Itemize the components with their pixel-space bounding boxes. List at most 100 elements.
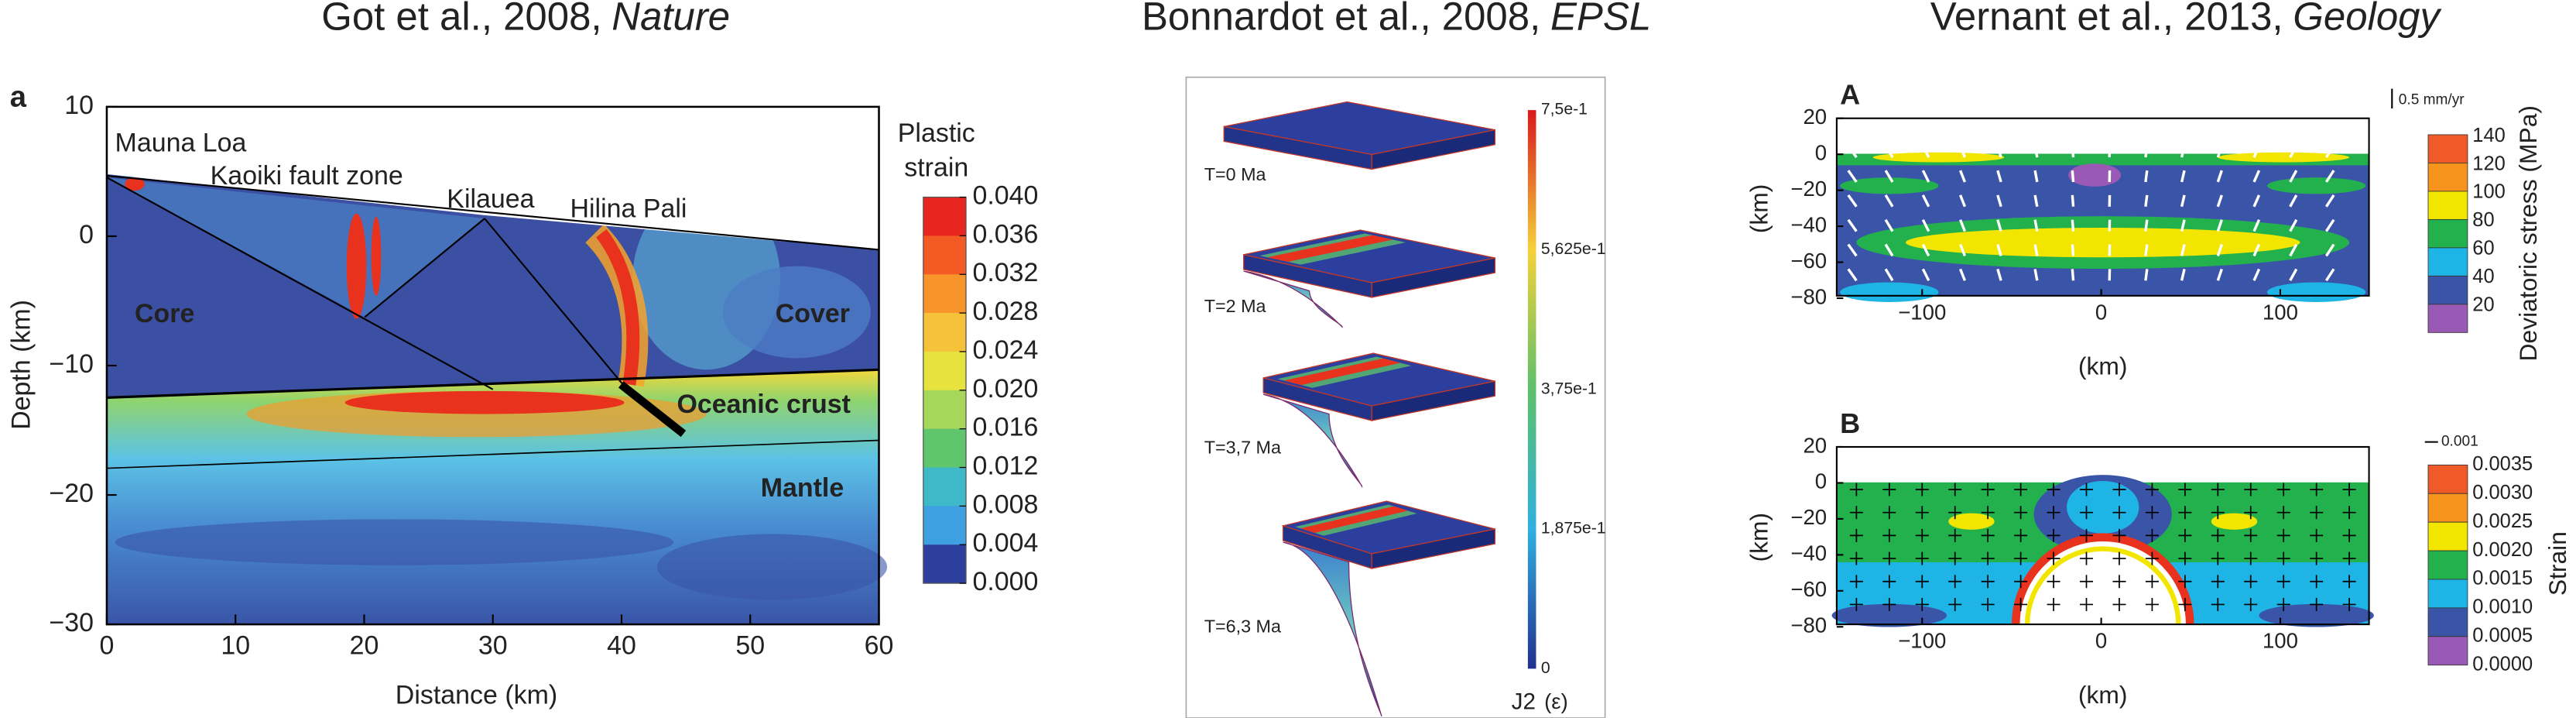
velocity-arrow bbox=[2216, 219, 2223, 232]
colorbar-tick-label: 0.008 bbox=[972, 490, 1038, 519]
y-tick-label: −80 bbox=[1790, 613, 1827, 637]
velocity-arrow bbox=[2180, 268, 2186, 281]
colorbar-tick-label: 0.0035 bbox=[2472, 453, 2533, 475]
velocity-arrow bbox=[1847, 268, 1858, 282]
colorbar-tick-label: 0.0005 bbox=[2472, 625, 2533, 647]
velocity-arrow bbox=[2071, 170, 2075, 183]
velocity-arrow bbox=[2144, 219, 2149, 232]
place-label: Mauna Loa bbox=[115, 129, 247, 158]
velocity-arrow bbox=[2216, 145, 2223, 158]
title-authors: Vernant et al., 2013, bbox=[1930, 0, 2283, 39]
velocity-arrow bbox=[2252, 219, 2261, 232]
velocity-arrow bbox=[1958, 145, 1967, 158]
colorbar-tick-label: 40 bbox=[2472, 266, 2494, 287]
title-authors: Got et al., 2008, bbox=[321, 0, 601, 39]
slab-tail bbox=[1283, 541, 1382, 717]
velocity-arrow bbox=[1847, 170, 1858, 183]
velocity-arrow bbox=[2324, 194, 2335, 208]
field-patch bbox=[1840, 282, 1939, 302]
colorbar-cell bbox=[2427, 247, 2468, 277]
velocity-arrow bbox=[2033, 194, 2039, 208]
colorbar-tick-label: 0.032 bbox=[972, 258, 1038, 287]
colorbar-cell bbox=[2427, 218, 2468, 249]
y-tick-label: −60 bbox=[1790, 249, 1827, 273]
colorbar-cell bbox=[2427, 493, 2468, 523]
velocity-arrow bbox=[1847, 218, 1858, 232]
slab-top bbox=[1224, 101, 1495, 156]
axes-frame bbox=[1835, 445, 2370, 626]
velocity-arrow bbox=[1958, 170, 1967, 183]
colorbar-cell bbox=[2427, 607, 2468, 637]
stage-label: T=3,7 Ma bbox=[1204, 437, 1281, 457]
velocity-arrow bbox=[2071, 244, 2075, 256]
x-tick-label: 0 bbox=[2095, 300, 2107, 324]
velocity-arrow bbox=[1921, 243, 1930, 257]
place-label: Kaoiki fault zone bbox=[211, 161, 403, 191]
fault bbox=[364, 218, 485, 318]
velocity-arrow bbox=[1847, 194, 1858, 208]
x-tick-label: 50 bbox=[735, 631, 765, 661]
hilina-strain bbox=[596, 229, 640, 386]
y-tick-label: −40 bbox=[1790, 212, 1827, 236]
velocity-arrow bbox=[2144, 170, 2149, 183]
y-tick-label: 20 bbox=[1803, 433, 1827, 457]
panel-title: Vernant et al., 2013, Geology bbox=[1930, 0, 2443, 39]
velocity-arrow bbox=[2071, 146, 2075, 158]
panel-title: Bonnardot et al., 2008, EPSL bbox=[1142, 0, 1651, 39]
colorbar-tick-label: 0.0020 bbox=[2472, 539, 2533, 561]
velocity-arrow bbox=[2289, 218, 2298, 232]
colorbar bbox=[1527, 110, 1536, 669]
colorbar-cell bbox=[923, 274, 966, 314]
decollement bbox=[106, 368, 879, 399]
x-tick-label: 100 bbox=[2263, 629, 2298, 653]
x-tick-label: 10 bbox=[221, 631, 250, 661]
colorbar-tick-label: 60 bbox=[2472, 238, 2494, 259]
colorbar-tick-label: 140 bbox=[2472, 125, 2505, 146]
velocity-arrow bbox=[2180, 170, 2186, 183]
colorbar-cell bbox=[923, 545, 966, 584]
velocity-arrow bbox=[1884, 170, 1894, 183]
field-patch bbox=[2259, 603, 2374, 627]
colorbar-cell bbox=[2427, 579, 2468, 609]
title-journal: Nature bbox=[611, 0, 730, 39]
velocity-arrow bbox=[2289, 145, 2298, 158]
arch-glow bbox=[2024, 546, 2181, 625]
velocity-arrow bbox=[1921, 194, 1930, 208]
decollement-strain bbox=[344, 390, 625, 414]
colorbar-tick-label: 0.0025 bbox=[2472, 510, 2533, 532]
y-tick-label: 10 bbox=[64, 91, 94, 120]
velocity-arrow bbox=[2144, 269, 2149, 281]
velocity-arrow bbox=[1884, 243, 1894, 257]
field-patch bbox=[2067, 480, 2139, 534]
velocity-arrow bbox=[1958, 219, 1967, 232]
field-patch bbox=[1872, 152, 2005, 163]
colorbar-symbol: (ε) bbox=[1544, 689, 1568, 713]
x-tick-label: 0 bbox=[100, 631, 115, 661]
velocity-arrow bbox=[2033, 269, 2039, 281]
slab-tail bbox=[1262, 393, 1363, 489]
velocity-arrow bbox=[2144, 244, 2149, 256]
colorbar-tick-label: 0.036 bbox=[972, 219, 1038, 249]
velocity-arrow bbox=[1847, 145, 1858, 159]
velocity-arrow bbox=[1847, 243, 1858, 257]
scale-label: 0.5 mm/yr bbox=[2399, 91, 2465, 108]
velocity-arrow bbox=[2180, 219, 2186, 232]
field-patch bbox=[2068, 163, 2122, 187]
panel-title: Got et al., 2008, Nature bbox=[321, 0, 730, 39]
y-tick-label: 0 bbox=[1815, 469, 1827, 493]
colorbar-tick-label: 80 bbox=[2472, 209, 2494, 231]
wedge-field bbox=[106, 177, 485, 318]
velocity-arrow bbox=[1884, 268, 1894, 282]
x-tick-label: −100 bbox=[1898, 629, 1946, 653]
region-label: Core bbox=[135, 299, 194, 328]
place-label: Hilina Pali bbox=[570, 194, 687, 223]
panel-label: a bbox=[10, 80, 27, 113]
colorbar-cell bbox=[2427, 275, 2468, 305]
colorbar-cell bbox=[2427, 134, 2468, 163]
x-tick-label: 100 bbox=[2263, 300, 2298, 324]
velocity-arrow bbox=[2289, 243, 2298, 257]
x-tick-label: 30 bbox=[478, 631, 508, 661]
field-patch bbox=[1948, 513, 1995, 530]
scale-label: 0.001 bbox=[2441, 434, 2478, 450]
slab-tail bbox=[1243, 270, 1343, 328]
